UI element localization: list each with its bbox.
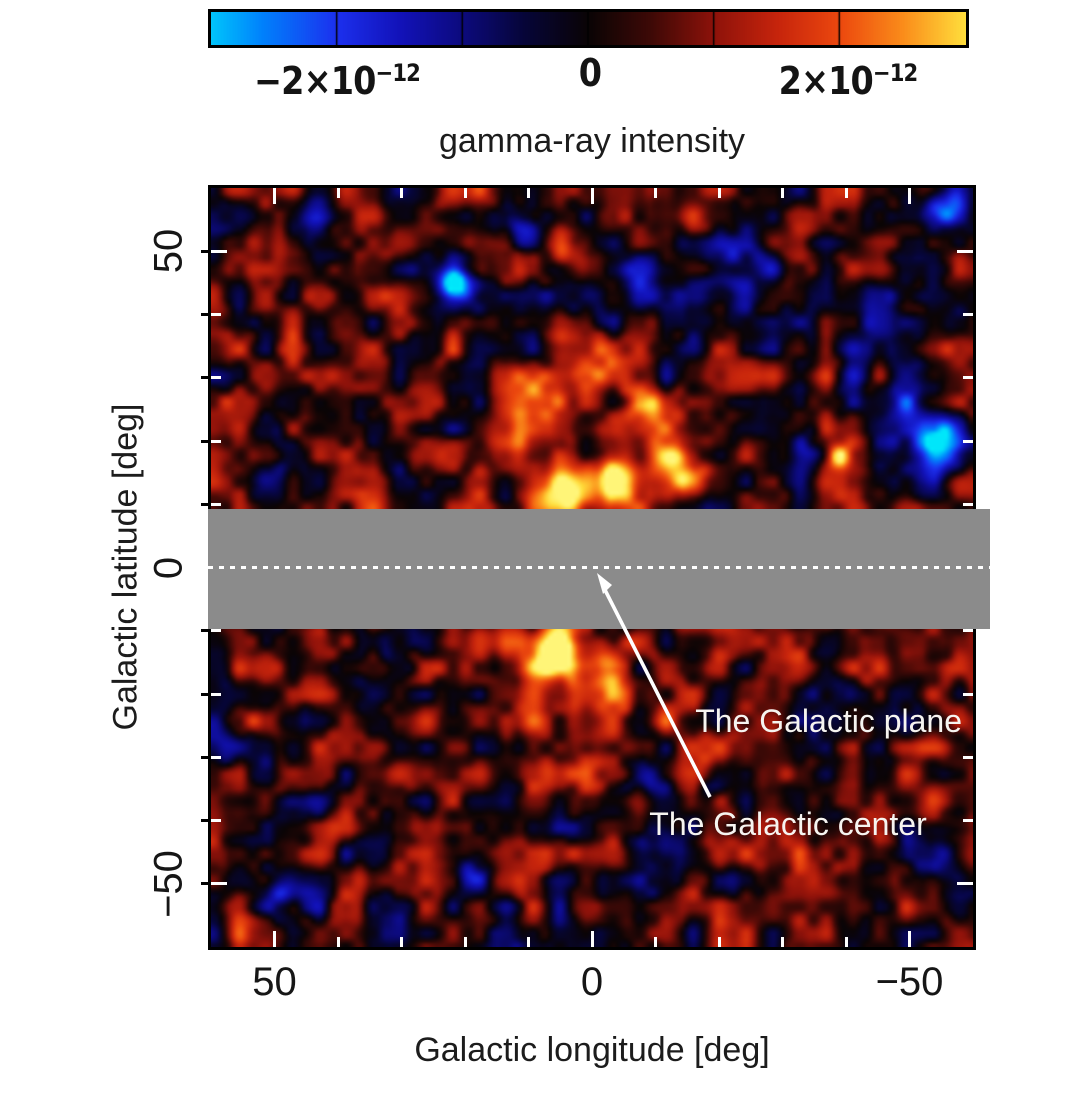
tick-mark — [908, 188, 911, 204]
tick-mark — [336, 188, 340, 198]
tick-mark — [527, 937, 530, 947]
tick-mark — [963, 502, 973, 506]
outer-tick-mark — [201, 629, 208, 633]
galactic-plane-label: The Galactic plane — [695, 703, 962, 739]
x-tick-label: 0 — [580, 960, 604, 1004]
tick-mark — [211, 376, 221, 380]
tick-mark — [844, 188, 848, 198]
heatmap-plot: The Galactic plane The Galactic center — [201, 185, 990, 950]
outer-tick-mark — [201, 819, 208, 822]
tick-mark — [211, 882, 227, 886]
colorbar-label-zero: 0 — [578, 51, 602, 95]
x-tick-label: 50 — [252, 960, 297, 1004]
tick-mark — [963, 313, 973, 316]
galactic-plane-dotted-line — [208, 566, 990, 569]
colorbar-gradient — [211, 12, 966, 45]
colorbar-label-positive: 2×10−12 — [778, 59, 919, 103]
tick-mark — [211, 819, 221, 822]
tick-mark — [211, 755, 221, 759]
colorbar-label-negative: −2×10−12 — [254, 59, 421, 103]
tick-mark — [336, 937, 340, 947]
tick-mark — [963, 376, 973, 380]
tick-mark — [590, 931, 594, 947]
tick-mark — [527, 188, 530, 198]
tick-mark — [717, 937, 721, 947]
outer-tick-mark — [201, 692, 208, 696]
tick-mark — [400, 188, 403, 198]
outer-tick-mark — [201, 755, 208, 759]
tick-mark — [963, 692, 973, 696]
tick-mark — [463, 937, 467, 947]
tick-mark — [211, 439, 221, 443]
tick-mark — [211, 502, 221, 506]
tick-mark — [654, 937, 657, 947]
outer-tick-mark — [201, 249, 208, 253]
tick-mark — [463, 188, 467, 198]
galactic-center-label: The Galactic center — [649, 806, 927, 842]
y-axis-label: Galactic latitude [deg] — [106, 403, 145, 731]
tick-mark — [963, 629, 973, 633]
tick-mark — [908, 931, 911, 947]
tick-mark — [844, 937, 848, 947]
tick-mark — [963, 755, 973, 759]
colorbar — [208, 9, 969, 48]
tick-mark — [211, 629, 221, 633]
chart-title: gamma-ray intensity — [438, 122, 746, 160]
outer-tick-mark — [201, 313, 208, 316]
y-tick-label: 50 — [146, 229, 191, 274]
tick-mark — [963, 819, 973, 822]
outer-tick-mark — [201, 439, 208, 443]
tick-mark — [590, 188, 594, 204]
tick-mark — [273, 188, 276, 204]
arrowhead-icon — [597, 573, 612, 594]
tick-mark — [781, 937, 784, 947]
tick-mark — [654, 188, 657, 198]
y-tick-label: 0 — [146, 556, 191, 579]
tick-mark — [400, 937, 403, 947]
tick-mark — [717, 188, 721, 198]
tick-mark — [273, 931, 276, 947]
tick-mark — [957, 882, 973, 886]
y-tick-label: −50 — [146, 849, 191, 918]
galactic-center-arrow — [597, 573, 712, 798]
tick-mark — [211, 313, 221, 316]
tick-mark — [211, 692, 221, 696]
outer-tick-mark — [201, 502, 208, 506]
outer-tick-mark — [201, 376, 208, 380]
outer-tick-mark — [201, 882, 208, 886]
x-axis-label: Galactic longitude [deg] — [414, 1031, 770, 1069]
tick-mark — [957, 249, 973, 253]
tick-mark — [211, 249, 227, 253]
x-tick-label: −50 — [875, 960, 944, 1004]
tick-mark — [963, 439, 973, 443]
tick-mark — [781, 188, 784, 198]
